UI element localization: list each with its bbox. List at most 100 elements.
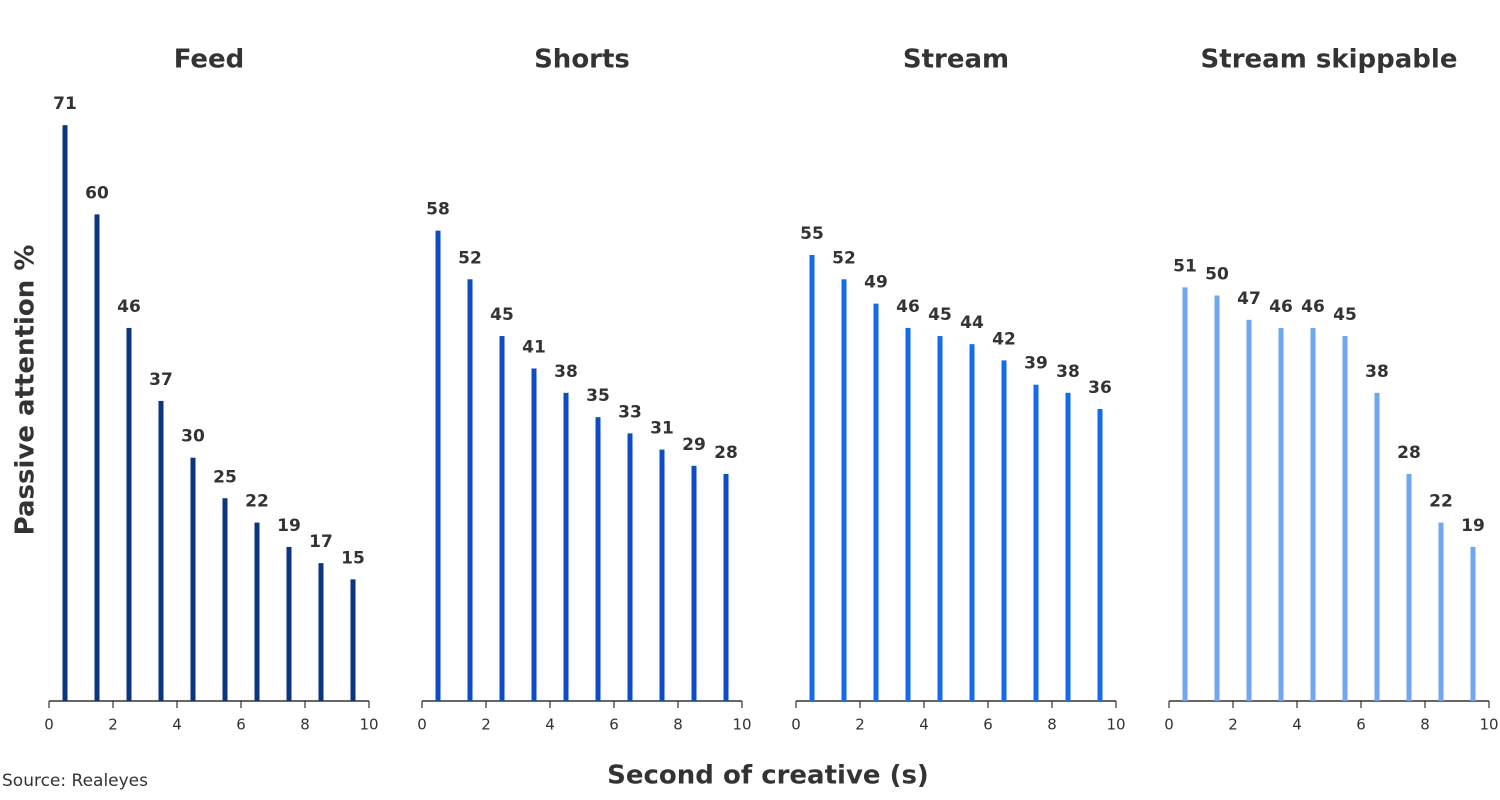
bar <box>1246 319 1252 701</box>
bar <box>254 522 260 701</box>
value-label: 19 <box>277 516 301 536</box>
bar <box>126 327 132 701</box>
x-tick-label: 0 <box>44 716 54 734</box>
value-label: 44 <box>960 313 984 333</box>
value-label: 60 <box>85 183 109 203</box>
value-label: 28 <box>1397 443 1421 463</box>
value-label: 41 <box>522 337 546 357</box>
bar <box>1310 327 1316 701</box>
bar <box>1438 522 1444 701</box>
bar <box>467 279 473 701</box>
value-label: 19 <box>1461 516 1485 536</box>
x-tick-label: 8 <box>300 716 310 734</box>
x-tick-label: 4 <box>1292 716 1302 734</box>
value-label: 36 <box>1088 378 1112 398</box>
x-tick-label: 0 <box>1164 716 1174 734</box>
bar <box>318 563 324 701</box>
value-label: 50 <box>1205 265 1229 285</box>
bar <box>809 254 815 701</box>
x-tick-label: 10 <box>1479 716 1498 734</box>
x-tick-label: 6 <box>236 716 246 734</box>
bar <box>937 336 943 701</box>
x-tick-label: 6 <box>983 716 993 734</box>
value-label: 46 <box>1301 297 1325 317</box>
bar <box>531 368 537 701</box>
panel-title: Stream skippable <box>1201 45 1458 75</box>
value-label: 71 <box>53 94 77 114</box>
bar <box>190 457 196 701</box>
y-axis-label: Passive attention % <box>11 245 41 536</box>
x-tick-label: 10 <box>732 716 751 734</box>
x-tick-label: 4 <box>172 716 182 734</box>
bar <box>158 400 164 701</box>
x-tick-label: 10 <box>359 716 378 734</box>
x-tick-label: 0 <box>791 716 801 734</box>
value-label: 39 <box>1024 354 1048 374</box>
value-label: 25 <box>213 467 237 487</box>
x-tick-label: 8 <box>1420 716 1430 734</box>
x-tick-label: 8 <box>1047 716 1057 734</box>
value-label: 51 <box>1173 256 1197 276</box>
value-label: 33 <box>618 402 642 422</box>
value-label: 45 <box>490 305 514 325</box>
bar <box>1097 409 1103 701</box>
x-tick-label: 10 <box>1106 716 1125 734</box>
x-tick-label: 2 <box>481 716 491 734</box>
x-axis-label: Second of creative (s) <box>607 761 929 791</box>
x-tick-label: 4 <box>919 716 929 734</box>
x-tick-label: 4 <box>545 716 555 734</box>
bar <box>222 498 228 701</box>
source: Source: Realeyes <box>2 771 148 791</box>
bar <box>873 303 879 701</box>
bar <box>841 279 847 701</box>
x-tick-label: 0 <box>417 716 427 734</box>
value-label: 38 <box>1365 362 1389 382</box>
value-label: 38 <box>1056 362 1080 382</box>
bar <box>1001 360 1007 701</box>
value-label: 46 <box>117 297 141 317</box>
x-tick-label: 8 <box>673 716 683 734</box>
x-tick-label: 2 <box>108 716 118 734</box>
bar <box>723 473 729 701</box>
value-label: 37 <box>149 370 173 390</box>
bar <box>1278 327 1284 701</box>
bar <box>1065 392 1071 701</box>
value-label: 45 <box>1333 305 1357 325</box>
value-label: 17 <box>309 532 333 552</box>
value-label: 47 <box>1237 289 1261 309</box>
value-label: 29 <box>682 435 706 455</box>
bar <box>1342 336 1348 701</box>
value-label: 52 <box>832 248 856 268</box>
value-label: 46 <box>896 297 920 317</box>
bar <box>1214 295 1220 701</box>
panel-title: Shorts <box>534 45 630 75</box>
value-label: 46 <box>1269 297 1293 317</box>
x-tick-label: 6 <box>609 716 619 734</box>
bar <box>350 579 356 701</box>
value-label: 22 <box>245 492 269 512</box>
value-label: 30 <box>181 427 205 447</box>
x-tick-label: 2 <box>855 716 865 734</box>
bar <box>691 465 697 701</box>
panel-title: Feed <box>174 45 245 75</box>
value-label: 52 <box>458 248 482 268</box>
bar <box>435 230 441 701</box>
value-label: 55 <box>800 224 824 244</box>
bar <box>1374 392 1380 701</box>
bar <box>1406 473 1412 701</box>
value-label: 38 <box>554 362 578 382</box>
value-label: 58 <box>426 200 450 220</box>
bar <box>659 449 665 701</box>
x-tick-label: 2 <box>1228 716 1238 734</box>
bar <box>905 327 911 701</box>
bar <box>627 433 633 701</box>
value-label: 42 <box>992 329 1016 349</box>
bar <box>595 417 601 701</box>
bar <box>1182 287 1188 701</box>
panel-title: Stream <box>903 45 1009 75</box>
bar <box>94 214 100 701</box>
bar <box>563 392 569 701</box>
bar <box>499 336 505 701</box>
bar <box>286 546 292 701</box>
